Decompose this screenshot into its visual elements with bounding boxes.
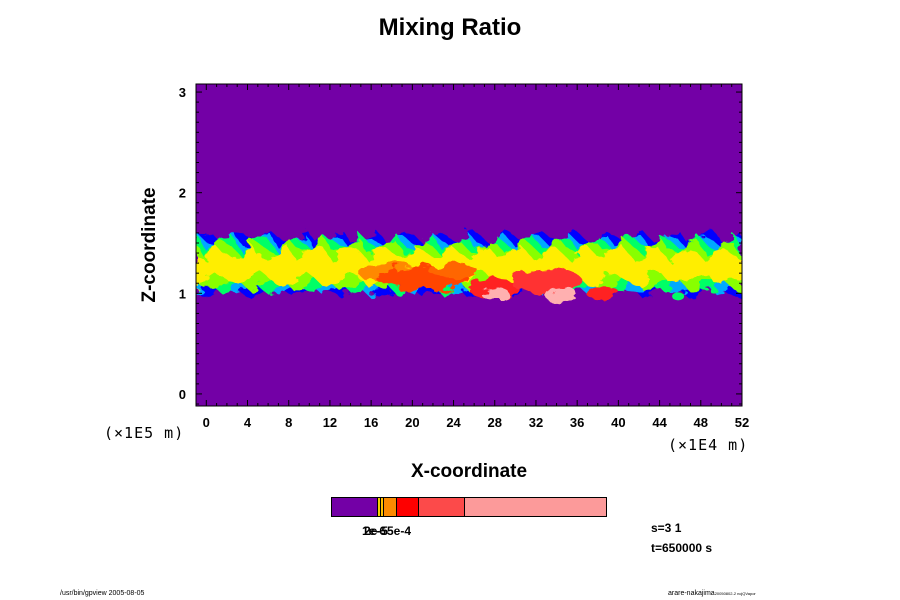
colorbar-segment xyxy=(465,498,606,516)
hot-core-3 xyxy=(480,287,510,300)
y-tick-label: 0 xyxy=(179,387,186,402)
colorbar-segment xyxy=(384,498,397,516)
x-tick-label: 52 xyxy=(735,415,749,430)
footer-right-main: arare-nakajima xyxy=(668,590,715,597)
hot-core-5 xyxy=(545,287,579,304)
x-tick-label: 0 xyxy=(203,415,210,430)
x-tick-label: 20 xyxy=(405,415,419,430)
x-tick-label: 16 xyxy=(364,415,378,430)
y-tick-label: 2 xyxy=(179,186,186,201)
colorbar-segment xyxy=(381,498,384,516)
footer-right-small: 20050802-2 ncjQVapor xyxy=(714,591,756,596)
hot-core-6 xyxy=(586,286,620,301)
annotation-s: s=3 1 xyxy=(651,521,682,535)
colorbar-label-5e-4: 5e-4 xyxy=(387,524,412,538)
chart-title: Mixing Ratio xyxy=(378,14,522,41)
plot-frame xyxy=(195,83,743,407)
x-tick-label: 4 xyxy=(244,415,252,430)
x-tick-label: 24 xyxy=(446,415,461,430)
mixing-layer xyxy=(196,228,742,304)
y-axis-unit: (×1E5 m) xyxy=(104,424,185,442)
colorbar-segment xyxy=(397,498,419,516)
y-tick-label: 3 xyxy=(179,85,186,100)
footer-left: /usr/bin/gpview 2005-08-05 xyxy=(60,590,145,597)
y-tick-label: 1 xyxy=(179,286,186,301)
colorbar-label-2e-5: 2e-5 xyxy=(364,524,389,538)
x-tick-label: 36 xyxy=(570,415,584,430)
x-tick-label: 12 xyxy=(323,415,337,430)
y-axis-ticks: 0 1 2 3 xyxy=(179,85,742,405)
colorbar-segment xyxy=(378,498,381,516)
colorbar-segment xyxy=(332,498,378,516)
x-tick-label: 32 xyxy=(529,415,543,430)
colorbar-label-1e-6: 1e-6 xyxy=(362,524,387,538)
x-axis-unit: (×1E4 m) xyxy=(668,436,749,454)
hot-core-7 xyxy=(428,264,479,279)
x-tick-label: 44 xyxy=(652,415,667,430)
x-tick-label: 40 xyxy=(611,415,625,430)
mixing-ratio-field xyxy=(196,84,742,406)
detached-blob xyxy=(672,292,685,301)
mixing-contour-4 xyxy=(196,243,742,289)
x-axis-ticks: 0 4 8 12 16 20 24 28 32 36 40 44 48 52 xyxy=(195,84,749,430)
x-tick-label: 48 xyxy=(694,415,708,430)
colorbar xyxy=(331,497,607,517)
annotation-time: t=650000 s xyxy=(651,541,713,555)
x-axis-label: X-coordinate xyxy=(410,461,528,482)
footer-right: arare-nakajima20050802-2 ncjQVapor xyxy=(668,590,756,597)
colorbar-segment xyxy=(419,498,465,516)
y-axis-label: Z-coordinate xyxy=(139,187,160,303)
x-tick-label: 8 xyxy=(285,415,292,430)
x-tick-label: 28 xyxy=(488,415,502,430)
